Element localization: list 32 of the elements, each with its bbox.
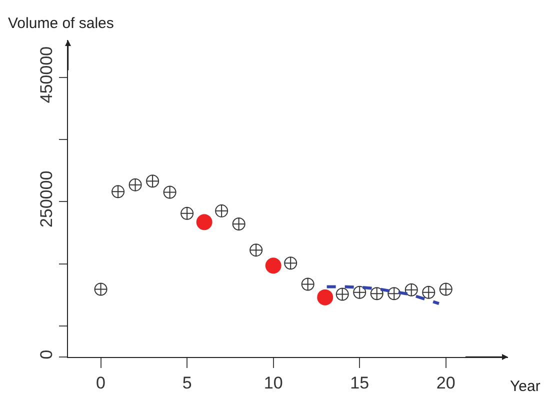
point (284, 256, 298, 270)
point (215, 204, 228, 218)
point (128, 178, 142, 192)
point (353, 286, 366, 299)
point (112, 185, 125, 198)
point (404, 283, 418, 296)
point (370, 287, 384, 300)
point (301, 278, 314, 291)
x-tick-label: 15 (350, 374, 370, 392)
point (232, 217, 246, 230)
point (196, 214, 212, 230)
x-axis-title: Year (510, 378, 540, 395)
point (336, 288, 349, 301)
line-series (325, 285, 440, 306)
y-tick-label: 0 (37, 350, 56, 360)
y-axis-title: Volume of sales (8, 15, 114, 32)
point (317, 289, 334, 306)
point (439, 282, 452, 296)
point (388, 287, 401, 300)
point (180, 206, 194, 220)
y-tick-label: 250000 (37, 170, 56, 228)
point (265, 258, 282, 274)
point (163, 186, 176, 199)
point (422, 286, 436, 299)
point (250, 244, 263, 257)
y-tick-label: 450000 (37, 46, 56, 104)
x-tick-label: 5 (182, 374, 192, 392)
point (146, 174, 160, 188)
x-tick-label: 10 (264, 374, 283, 392)
x-tick-label: 0 (96, 374, 106, 392)
point (94, 282, 108, 296)
x-tick-label: 20 (436, 374, 456, 392)
